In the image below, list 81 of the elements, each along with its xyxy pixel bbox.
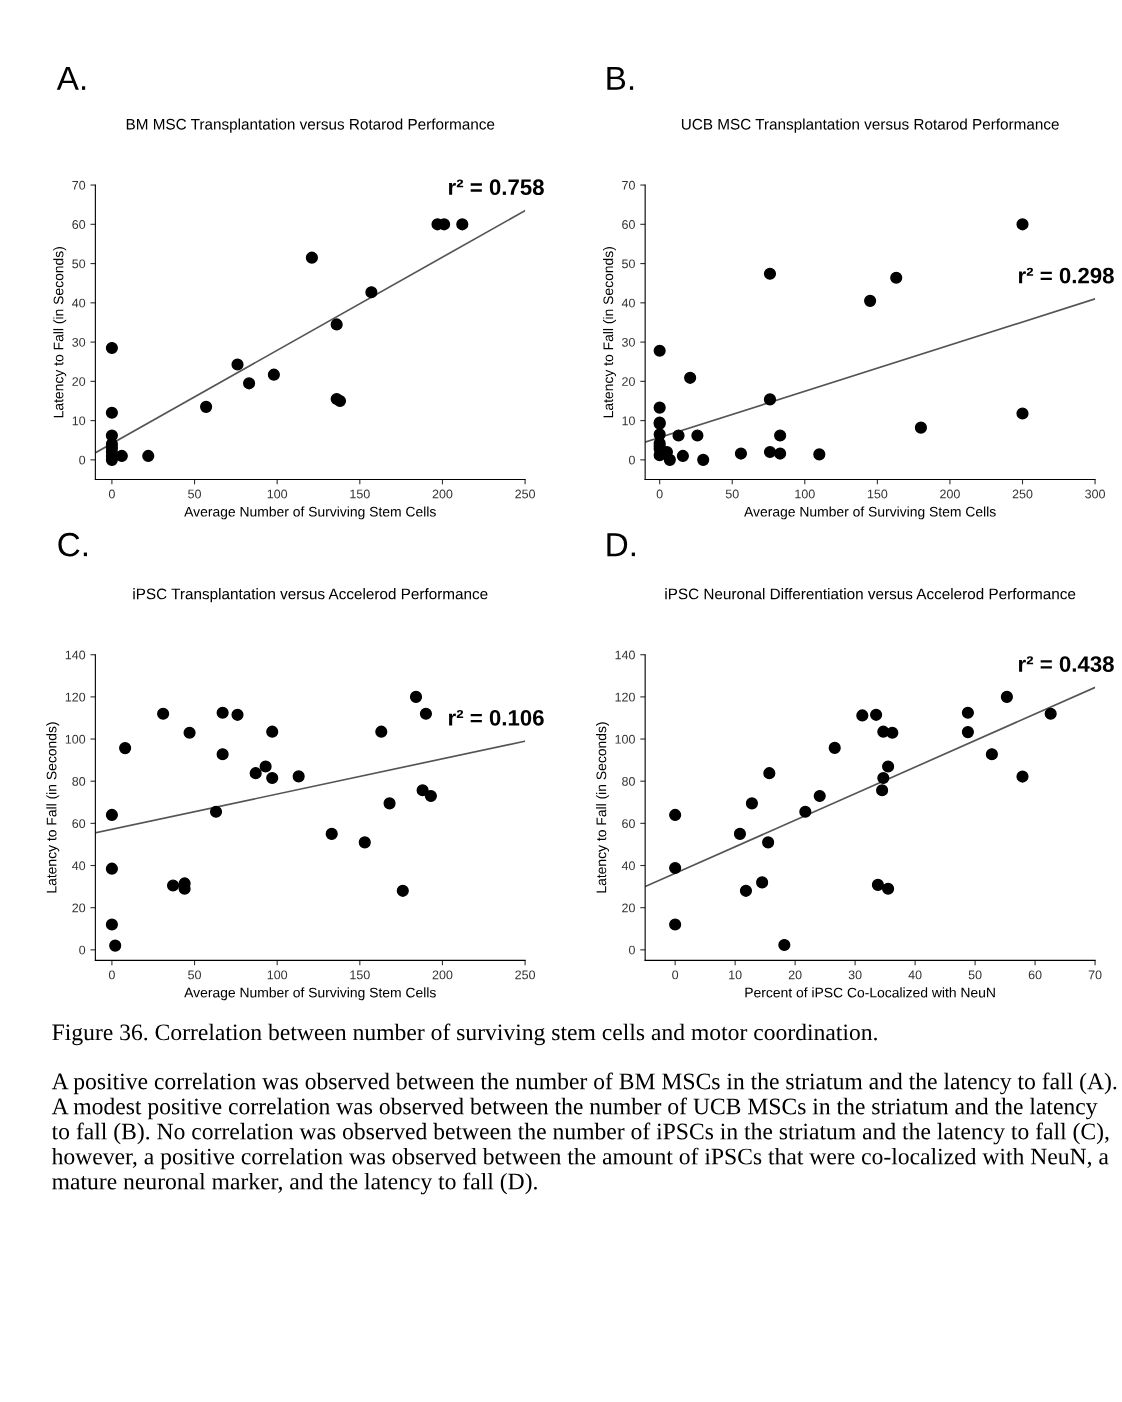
x-tick-label: 0 [108, 489, 115, 499]
y-tick-label: 140 [615, 650, 635, 660]
x-tick-label: 50 [188, 489, 201, 499]
y-tick-label: 120 [615, 692, 635, 702]
y-tick-label: 80 [72, 777, 86, 786]
annotation: r² = 0.106 [449, 709, 544, 726]
y-tick-label: 10 [622, 416, 635, 426]
annotation: r² = 0.298 [1019, 267, 1114, 284]
x-tick-label: 100 [267, 970, 288, 980]
y-tick-label: 0 [628, 455, 635, 465]
y-tick-label: 0 [628, 945, 635, 955]
y-tick-label: 40 [621, 861, 635, 871]
x-tick-label: 10 [729, 970, 742, 980]
y-tick-label: 30 [72, 337, 86, 347]
x-tick-label: 150 [867, 489, 888, 499]
y-axis-title: Latency to Fall (in Seconds) [46, 722, 60, 893]
x-tick-label: 250 [1012, 489, 1033, 499]
y-axis-title: Latency to Fall (in Seconds) [53, 247, 67, 418]
x-tick-label: 250 [515, 970, 536, 980]
y-tick-label: 0 [79, 455, 86, 465]
x-axis-title: Percent of iPSC Co-Localized with NeuN [745, 987, 995, 998]
y-tick-label: 20 [622, 377, 635, 386]
x-axis-title: Average Number of Surviving Stem Cells [184, 506, 436, 520]
y-tick-label: 20 [72, 903, 86, 913]
x-tick-label: 150 [350, 489, 370, 499]
y-tick-label: 20 [622, 903, 635, 913]
annotation: r² = 0.758 [449, 179, 544, 196]
y-axis-title: Latency to Fall (in Seconds) [603, 247, 616, 418]
x-tick-label: 200 [940, 489, 960, 499]
x-tick-label: 200 [432, 489, 453, 499]
x-tick-label: 0 [656, 489, 663, 499]
y-tick-label: 60 [72, 819, 86, 829]
caption: Figure 36. Correlation between number of surviving stem cells and motor coordination. [52, 1023, 877, 1046]
y-tick-label: 40 [621, 298, 635, 308]
x-tick-label: 60 [1028, 970, 1042, 980]
chart-title: iPSC Neuronal Differentiation versus Accelerod Performance [665, 588, 1076, 600]
x-tick-label: 150 [350, 970, 370, 980]
y-tick-label: 50 [72, 259, 86, 269]
y-tick-label: 40 [72, 298, 86, 308]
y-tick-label: 80 [622, 777, 635, 786]
x-tick-label: 300 [1085, 489, 1106, 499]
y-tick-label: 70 [72, 180, 86, 190]
text: D. [607, 533, 635, 557]
x-tick-label: 70 [1088, 970, 1102, 980]
x-tick-label: 40 [908, 970, 922, 980]
y-axis-title: Latency to Fall (in Seconds) [596, 722, 610, 893]
x-tick-label: 50 [968, 970, 982, 980]
y-tick-label: 140 [65, 650, 86, 660]
x-tick-label: 0 [672, 970, 679, 980]
y-tick-label: 40 [72, 861, 86, 871]
text: A. [56, 66, 86, 90]
y-tick-label: 60 [72, 220, 86, 229]
x-tick-label: 50 [188, 970, 201, 980]
y-tick-label: 70 [622, 180, 635, 190]
x-tick-label: 250 [515, 489, 536, 499]
text: C. [58, 532, 87, 557]
text: B. [607, 66, 634, 90]
x-tick-label: 100 [795, 489, 815, 499]
y-tick-label: 60 [622, 220, 635, 229]
y-tick-label: 120 [65, 692, 86, 702]
y-tick-label: 20 [72, 377, 86, 386]
text: A positive correlation was observed between the number of BM MSCs in the striatum and the latency to fall (A). A modest positive correlation was observed between the number of UCB MSCs in the striatum and the latency to fall (B). No correlation was observed between the number of iPSCs in the striatum and the latency to fall (C), however, a positive correlation was observed between the amount of iPSCs that were co-localized with NeuN, a mature neuronal marker, and the latency to fall (D). [51, 1072, 1117, 1195]
y-tick-label: 0 [79, 945, 86, 955]
annotation: r² = 0.438 [1019, 656, 1114, 672]
x-tick-label: 0 [108, 970, 115, 980]
x-axis-title: Average Number of Surviving Stem Cells [744, 506, 996, 520]
y-tick-label: 100 [65, 734, 86, 744]
x-tick-label: 100 [267, 489, 288, 499]
y-tick-label: 10 [72, 416, 86, 426]
x-tick-label: 30 [848, 970, 862, 980]
x-tick-label: 20 [788, 970, 802, 980]
chart-title: iPSC Transplantation versus Accelerod Performance [133, 588, 488, 603]
chart-title: UCB MSC Transplantation versus Rotarod Performance [681, 118, 1059, 133]
x-tick-label: 50 [725, 489, 739, 499]
chart-title: BM MSC Transplantation versus Rotarod Performance [126, 118, 495, 133]
y-tick-label: 30 [622, 337, 635, 347]
y-tick-label: 100 [615, 734, 635, 744]
x-tick-label: 200 [432, 970, 453, 980]
y-tick-label: 60 [622, 819, 635, 829]
x-axis-title: Average Number of Surviving Stem Cells [184, 987, 436, 1001]
y-tick-label: 50 [622, 259, 635, 269]
